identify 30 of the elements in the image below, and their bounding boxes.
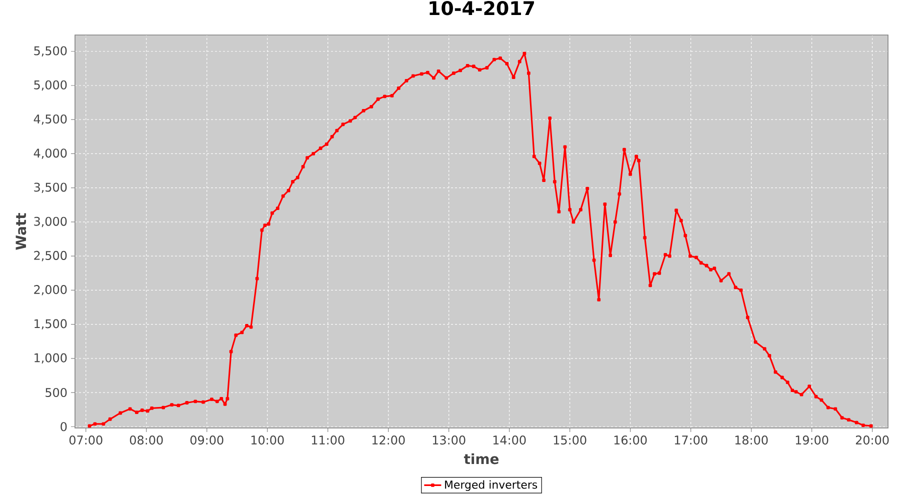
y-tick-label: 1,000 [34, 353, 67, 364]
x-tick-label: 15:00 [554, 436, 586, 445]
x-tick-label: 10:00 [251, 436, 284, 445]
legend-label: Merged inverters [445, 480, 538, 491]
x-tick-label: 08:00 [130, 436, 163, 445]
x-tick-label: 07:00 [69, 436, 102, 445]
y-axis-title: Watt [16, 212, 26, 250]
x-tick-label: 09:00 [190, 436, 224, 445]
x-tick-label: 17:00 [674, 436, 708, 445]
y-tick-label: 5,000 [34, 80, 67, 91]
x-tick-label: 12:00 [372, 436, 405, 445]
y-tick-label: 3,000 [34, 216, 67, 228]
y-tick-label: 5,500 [34, 46, 67, 57]
x-tick-label: 11:00 [312, 436, 344, 445]
y-tick-label: 4,500 [34, 114, 67, 125]
x-tick-label: 20:00 [856, 436, 889, 445]
x-tick-label: 13:00 [432, 436, 466, 445]
chart-title: 10-4-2017 [430, 0, 534, 16]
y-tick-label: 2,500 [34, 250, 67, 262]
x-tick-label: 19:00 [796, 436, 828, 445]
y-tick-label: 4,000 [34, 148, 67, 159]
x-tick-label: 14:00 [493, 436, 526, 445]
y-tick-label: 2,000 [34, 285, 67, 296]
y-tick-label: 3,500 [34, 182, 67, 193]
x-axis-title: time [464, 453, 499, 464]
y-tick-label: 500 [46, 388, 67, 398]
y-tick-label: 0 [60, 422, 67, 432]
x-tick-label: 18:00 [735, 436, 768, 445]
y-tick-label: 1,500 [34, 319, 67, 330]
x-tick-label: 16:00 [614, 436, 647, 445]
